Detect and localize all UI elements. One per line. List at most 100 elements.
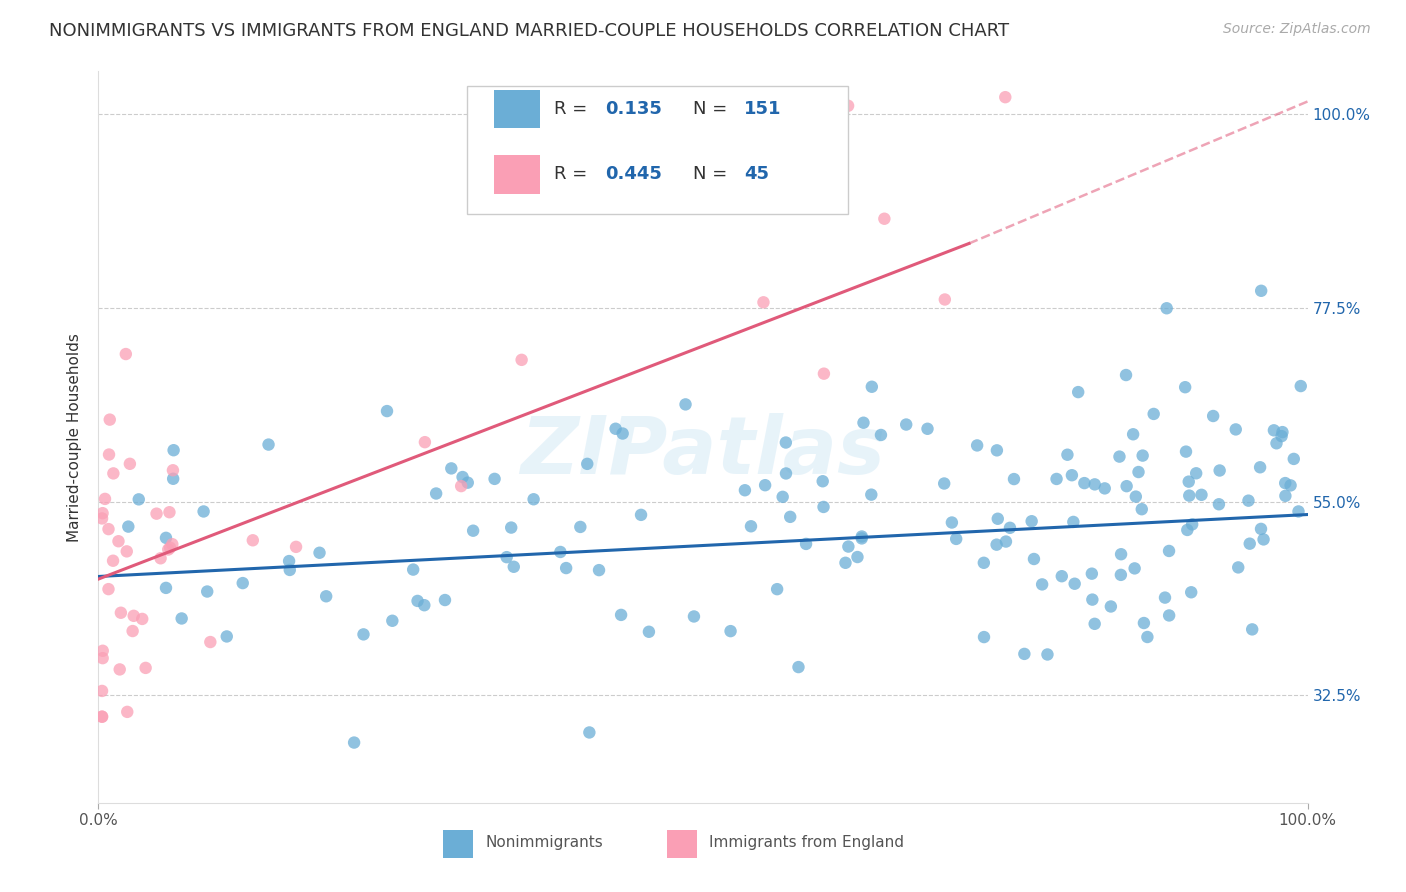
Point <box>1274 476 1296 491</box>
Point <box>1279 478 1302 492</box>
Point <box>917 422 939 436</box>
Point <box>578 725 600 739</box>
Point <box>1208 497 1230 511</box>
Point <box>149 551 172 566</box>
Point <box>605 422 627 436</box>
Point <box>1109 547 1132 561</box>
Point <box>1099 599 1122 614</box>
Point <box>162 472 184 486</box>
Point <box>851 529 873 543</box>
Point <box>1056 448 1078 462</box>
Point <box>170 611 193 625</box>
Point <box>98 412 121 426</box>
Point <box>91 644 114 658</box>
Point <box>501 520 523 534</box>
Point <box>1239 536 1261 550</box>
Point <box>1108 450 1130 464</box>
Point <box>896 417 918 432</box>
FancyBboxPatch shape <box>494 90 540 128</box>
Point <box>159 505 181 519</box>
Text: 45: 45 <box>744 166 769 184</box>
Point <box>1227 560 1250 574</box>
Point <box>406 594 429 608</box>
Point <box>775 467 797 481</box>
Point <box>1185 467 1208 481</box>
Point <box>1062 515 1084 529</box>
Point <box>1014 647 1036 661</box>
Point <box>813 367 835 381</box>
Point <box>1130 502 1153 516</box>
Point <box>195 584 218 599</box>
Point <box>555 561 578 575</box>
Point <box>1132 449 1154 463</box>
Point <box>1175 444 1198 458</box>
Point <box>1143 407 1166 421</box>
Point <box>1282 451 1305 466</box>
Point <box>1191 488 1213 502</box>
Point <box>1133 615 1156 630</box>
Point <box>193 504 215 518</box>
Point <box>451 470 474 484</box>
Point <box>1045 472 1067 486</box>
Point <box>1094 482 1116 496</box>
Point <box>122 608 145 623</box>
Point <box>232 576 254 591</box>
Point <box>1002 472 1025 486</box>
Point <box>1128 465 1150 479</box>
Text: Source: ZipAtlas.com: Source: ZipAtlas.com <box>1223 22 1371 37</box>
Point <box>1125 490 1147 504</box>
Point <box>155 531 177 545</box>
Point <box>157 542 180 557</box>
Point <box>162 537 184 551</box>
Point <box>1177 475 1199 489</box>
Point <box>457 475 479 490</box>
Point <box>1036 648 1059 662</box>
Text: N =: N = <box>693 166 734 184</box>
Point <box>1060 468 1083 483</box>
Point <box>813 500 835 514</box>
Point <box>1136 630 1159 644</box>
Point <box>117 519 139 533</box>
Point <box>91 506 114 520</box>
Point <box>1265 436 1288 450</box>
Point <box>1208 463 1230 477</box>
FancyBboxPatch shape <box>467 86 848 214</box>
Point <box>973 630 995 644</box>
Point <box>852 416 875 430</box>
Point <box>675 397 697 411</box>
Point <box>973 556 995 570</box>
Point <box>110 606 132 620</box>
Point <box>734 483 756 498</box>
Point <box>787 660 810 674</box>
Point <box>381 614 404 628</box>
Point <box>1084 477 1107 491</box>
Point <box>986 538 1008 552</box>
Point <box>484 472 506 486</box>
Point <box>159 541 181 555</box>
Point <box>91 511 114 525</box>
Point <box>135 661 157 675</box>
Point <box>91 709 114 723</box>
Point <box>1115 479 1137 493</box>
Point <box>1289 379 1312 393</box>
Point <box>576 457 599 471</box>
Point <box>994 90 1017 104</box>
Point <box>811 475 834 489</box>
Point <box>987 512 1010 526</box>
Point <box>752 295 775 310</box>
Point <box>1122 427 1144 442</box>
Point <box>740 519 762 533</box>
Point <box>98 448 121 462</box>
Point <box>1288 504 1310 518</box>
Point <box>463 524 485 538</box>
Point <box>343 735 366 749</box>
Point <box>794 537 817 551</box>
Point <box>495 550 517 565</box>
Point <box>413 435 436 450</box>
Text: Nonimmigrants: Nonimmigrants <box>485 836 603 850</box>
Point <box>569 520 592 534</box>
Point <box>998 521 1021 535</box>
Point <box>1241 623 1264 637</box>
Point <box>1249 460 1271 475</box>
Point <box>1250 284 1272 298</box>
